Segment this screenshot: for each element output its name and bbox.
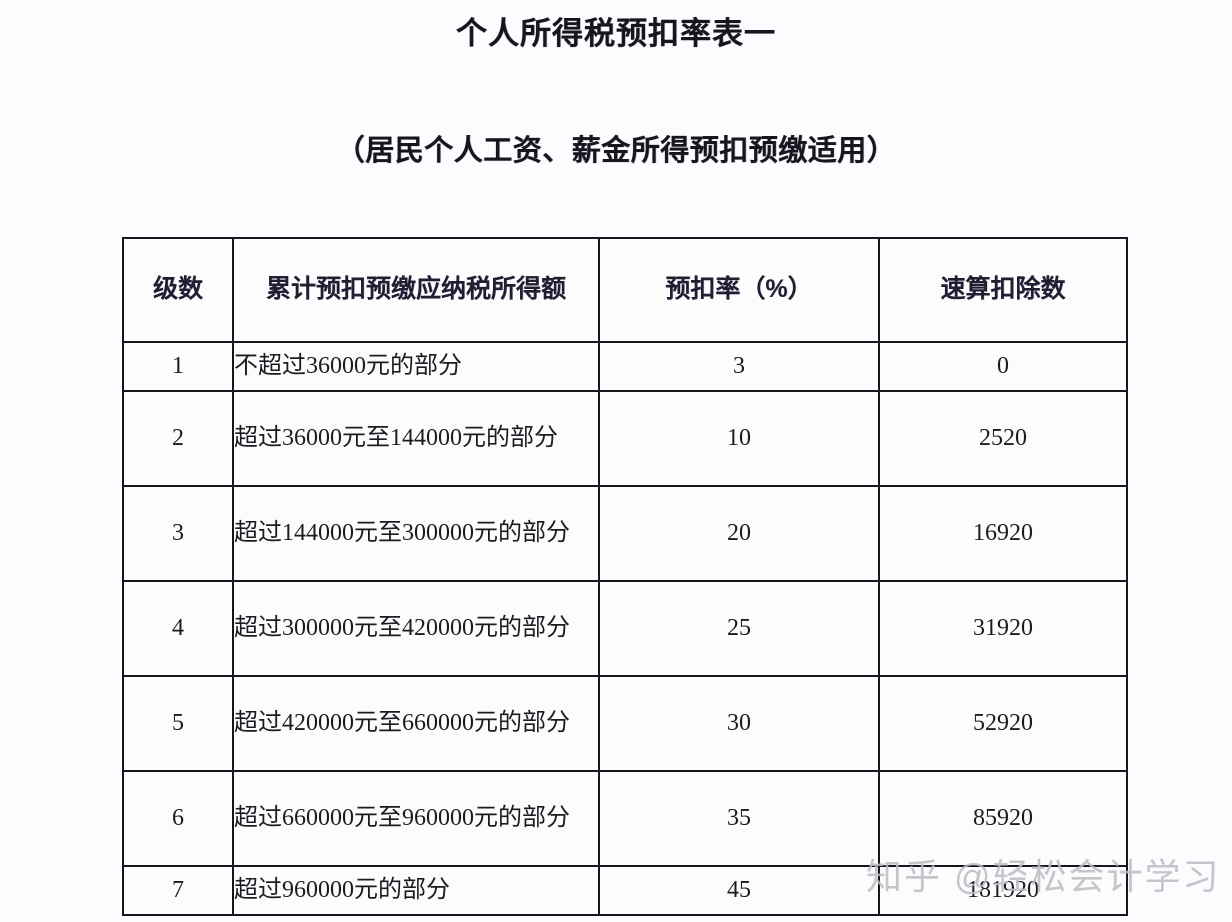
cell-quick-deduction: 2520 (878, 390, 1128, 487)
cell-level: 1 (122, 341, 234, 392)
cell-quick-deduction: 16920 (878, 485, 1128, 582)
tax-rate-table-container: 级数 累计预扣预缴应纳税所得额 预扣率（%） 速算扣除数 1 不超过36000元… (122, 237, 1128, 916)
tax-rate-table: 级数 累计预扣预缴应纳税所得额 预扣率（%） 速算扣除数 1 不超过36000元… (122, 237, 1128, 916)
page-title: 个人所得税预扣率表一 (456, 16, 776, 51)
cell-rate: 3 (598, 341, 880, 392)
cell-bracket: 超过300000元至420000元的部分 (232, 580, 600, 677)
page-subtitle: （居民个人工资、薪金所得预扣预缴适用） (335, 135, 897, 167)
table-header: 级数 累计预扣预缴应纳税所得额 预扣率（%） 速算扣除数 (122, 237, 1128, 343)
cell-rate: 45 (598, 865, 880, 916)
cell-level: 5 (122, 675, 234, 772)
table-body: 1 不超过36000元的部分 3 0 2 超过36000元至144000元的部分… (122, 341, 1128, 916)
cell-quick-deduction: 85920 (878, 770, 1128, 867)
cell-bracket: 不超过36000元的部分 (232, 341, 600, 392)
column-header-quick-deduction: 速算扣除数 (878, 237, 1128, 343)
cell-rate: 35 (598, 770, 880, 867)
table-row: 5 超过420000元至660000元的部分 30 52920 (122, 675, 1128, 772)
cell-quick-deduction: 0 (878, 341, 1128, 392)
cell-rate: 20 (598, 485, 880, 582)
cell-rate: 25 (598, 580, 880, 677)
table-row: 7 超过960000元的部分 45 181920 (122, 865, 1128, 916)
cell-rate: 10 (598, 390, 880, 487)
table-row: 4 超过300000元至420000元的部分 25 31920 (122, 580, 1128, 677)
cell-level: 3 (122, 485, 234, 582)
cell-bracket: 超过660000元至960000元的部分 (232, 770, 600, 867)
cell-bracket: 超过36000元至144000元的部分 (232, 390, 600, 487)
cell-level: 6 (122, 770, 234, 867)
cell-level: 7 (122, 865, 234, 916)
table-row: 2 超过36000元至144000元的部分 10 2520 (122, 390, 1128, 487)
column-header-bracket: 累计预扣预缴应纳税所得额 (232, 237, 600, 343)
cell-quick-deduction: 31920 (878, 580, 1128, 677)
table-row: 1 不超过36000元的部分 3 0 (122, 341, 1128, 392)
cell-quick-deduction: 52920 (878, 675, 1128, 772)
cell-level: 4 (122, 580, 234, 677)
table-row: 6 超过660000元至960000元的部分 35 85920 (122, 770, 1128, 867)
cell-level: 2 (122, 390, 234, 487)
column-header-level: 级数 (122, 237, 234, 343)
cell-quick-deduction: 181920 (878, 865, 1128, 916)
cell-rate: 30 (598, 675, 880, 772)
table-row: 3 超过144000元至300000元的部分 20 16920 (122, 485, 1128, 582)
cell-bracket: 超过144000元至300000元的部分 (232, 485, 600, 582)
cell-bracket: 超过960000元的部分 (232, 865, 600, 916)
column-header-rate: 预扣率（%） (598, 237, 880, 343)
table-header-row: 级数 累计预扣预缴应纳税所得额 预扣率（%） 速算扣除数 (122, 237, 1128, 343)
cell-bracket: 超过420000元至660000元的部分 (232, 675, 600, 772)
